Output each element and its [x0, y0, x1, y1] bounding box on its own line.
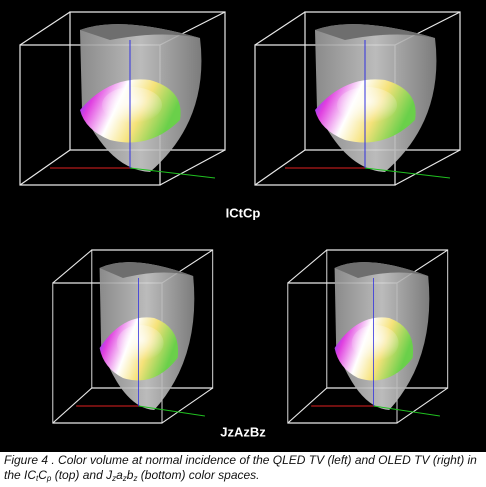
- caption-part: z: [133, 474, 138, 483]
- caption-part: z: [112, 474, 117, 483]
- caption-part: (bottom) color spaces.: [137, 468, 260, 482]
- panel-label: ICtCp: [226, 205, 261, 220]
- figure-image: ICtCp JzAzBz: [0, 0, 486, 452]
- panel-label: JzAzBz: [220, 424, 266, 439]
- caption-part: C: [38, 468, 47, 482]
- caption: Figure 4 . Color volume at normal incide…: [4, 453, 482, 483]
- caption-part: a: [116, 468, 123, 482]
- caption-part: b: [126, 468, 134, 482]
- caption-part: t: [36, 474, 39, 483]
- caption-part: p: [46, 474, 52, 483]
- caption-part: z: [122, 474, 127, 483]
- caption-part: (top) and J: [51, 468, 113, 482]
- caption-part: Figure 4 . Color volume at normal incide…: [4, 453, 477, 482]
